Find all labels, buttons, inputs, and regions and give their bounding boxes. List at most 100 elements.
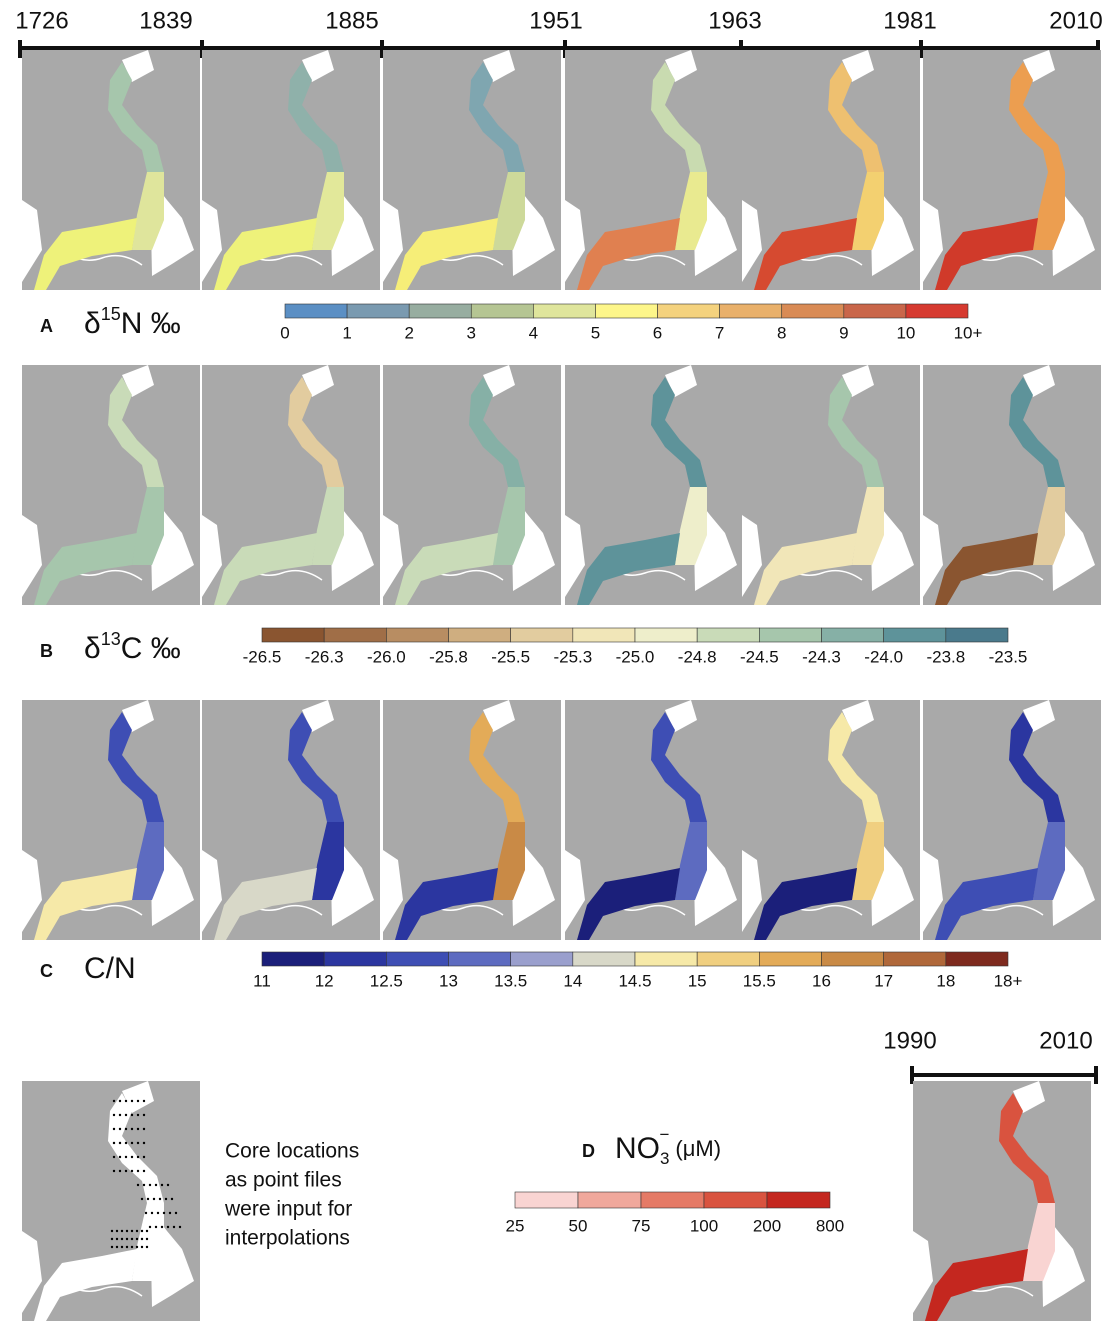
core-point	[131, 1142, 133, 1144]
timeline-year: 2010	[1049, 7, 1102, 34]
core-point	[143, 1156, 145, 1158]
core-point	[113, 1156, 115, 1158]
colorbar-label: -24.8	[678, 647, 717, 666]
core-point	[113, 1142, 115, 1144]
core-point	[131, 1230, 133, 1232]
panel-label: C	[40, 961, 53, 981]
panel-title: C/N	[84, 952, 136, 985]
core-point	[125, 1128, 127, 1130]
core-point	[145, 1212, 147, 1214]
core-point	[137, 1170, 139, 1172]
timeline-year: 1963	[708, 7, 761, 34]
colorbar-swatch	[946, 952, 1008, 966]
estuary-map	[22, 365, 200, 605]
core-point	[113, 1128, 115, 1130]
colorbar-label: 0	[280, 323, 289, 342]
core-point	[119, 1128, 121, 1130]
colorbar-label: 10	[896, 323, 915, 342]
core-point	[116, 1238, 118, 1240]
colorbar-label: 9	[839, 323, 848, 342]
colorbar-label: 5	[591, 323, 600, 342]
colorbar-swatch	[573, 628, 635, 642]
core-point	[173, 1226, 175, 1228]
colorbar-swatch	[641, 1192, 704, 1208]
panel-title: δ15N ‰	[84, 304, 181, 340]
core-point	[143, 1114, 145, 1116]
estuary-map	[202, 700, 380, 940]
title-element: C ‰	[121, 632, 181, 665]
estuary-map	[923, 50, 1101, 290]
estuary-map	[383, 50, 561, 290]
core-point	[113, 1114, 115, 1116]
colorbar-label: 1	[342, 323, 351, 342]
estuary-map	[923, 700, 1101, 940]
core-point	[151, 1212, 153, 1214]
colorbar-swatch	[720, 304, 782, 318]
panel-label: D	[582, 1141, 595, 1161]
core-point	[137, 1156, 139, 1158]
colorbar-swatch	[471, 304, 533, 318]
colorbar-swatch	[285, 304, 347, 318]
colorbar-label: 12	[315, 971, 334, 990]
note-line: as point files	[225, 1169, 342, 1192]
core-point	[159, 1198, 161, 1200]
colorbar-label: -24.0	[864, 647, 903, 666]
core-point	[146, 1230, 148, 1232]
timeline-year: 2010	[1039, 1027, 1092, 1054]
colorbar-swatch	[262, 628, 324, 642]
core-point	[111, 1230, 113, 1232]
colorbar-swatch	[409, 304, 471, 318]
colorbar-swatch	[946, 628, 1008, 642]
colorbar-label: 10+	[954, 323, 983, 342]
core-point	[141, 1198, 143, 1200]
colorbar-swatch	[324, 952, 386, 966]
core-point	[163, 1212, 165, 1214]
core-point	[137, 1142, 139, 1144]
title-unit: (μM)	[675, 1136, 721, 1161]
colorbar-label: 200	[753, 1216, 781, 1235]
colorbar-label: 100	[690, 1216, 718, 1235]
core-point	[141, 1246, 143, 1248]
core-point	[157, 1212, 159, 1214]
colorbar-label: -24.3	[802, 647, 841, 666]
timeline-year: 1990	[883, 1027, 936, 1054]
colorbar-swatch	[822, 952, 884, 966]
colorbar-swatch	[884, 628, 946, 642]
estuary-map	[383, 365, 561, 605]
core-point	[131, 1114, 133, 1116]
estuary-map	[22, 700, 200, 940]
core-point	[147, 1198, 149, 1200]
core-point	[169, 1212, 171, 1214]
colorbar-label: 8	[777, 323, 786, 342]
colorbar-label: -23.8	[926, 647, 965, 666]
colorbar-swatch	[386, 952, 448, 966]
estuary-map	[742, 50, 920, 290]
colorbar-swatch	[759, 628, 821, 642]
core-point	[137, 1100, 139, 1102]
core-point	[131, 1238, 133, 1240]
title-superscript: −	[659, 1125, 669, 1144]
core-point	[155, 1184, 157, 1186]
note-line: Core locations	[225, 1140, 359, 1163]
core-point	[119, 1100, 121, 1102]
colorbar-swatch	[262, 952, 324, 966]
colorbar-swatch	[511, 628, 573, 642]
core-point	[131, 1128, 133, 1130]
colorbar-swatch	[449, 628, 511, 642]
title-subscript: 3	[660, 1149, 669, 1168]
colorbar-swatch	[635, 628, 697, 642]
colorbar-label: 75	[632, 1216, 651, 1235]
estuary-map	[22, 50, 200, 290]
colorbar-swatch	[704, 1192, 767, 1208]
core-point	[165, 1198, 167, 1200]
core-point	[137, 1184, 139, 1186]
core-point	[121, 1238, 123, 1240]
colorbar-swatch	[511, 952, 573, 966]
panel-label: B	[40, 641, 53, 661]
core-point	[125, 1156, 127, 1158]
colorbar-label: -26.3	[305, 647, 344, 666]
core-point	[137, 1128, 139, 1130]
core-point	[125, 1100, 127, 1102]
nitrate-map	[913, 1081, 1091, 1321]
